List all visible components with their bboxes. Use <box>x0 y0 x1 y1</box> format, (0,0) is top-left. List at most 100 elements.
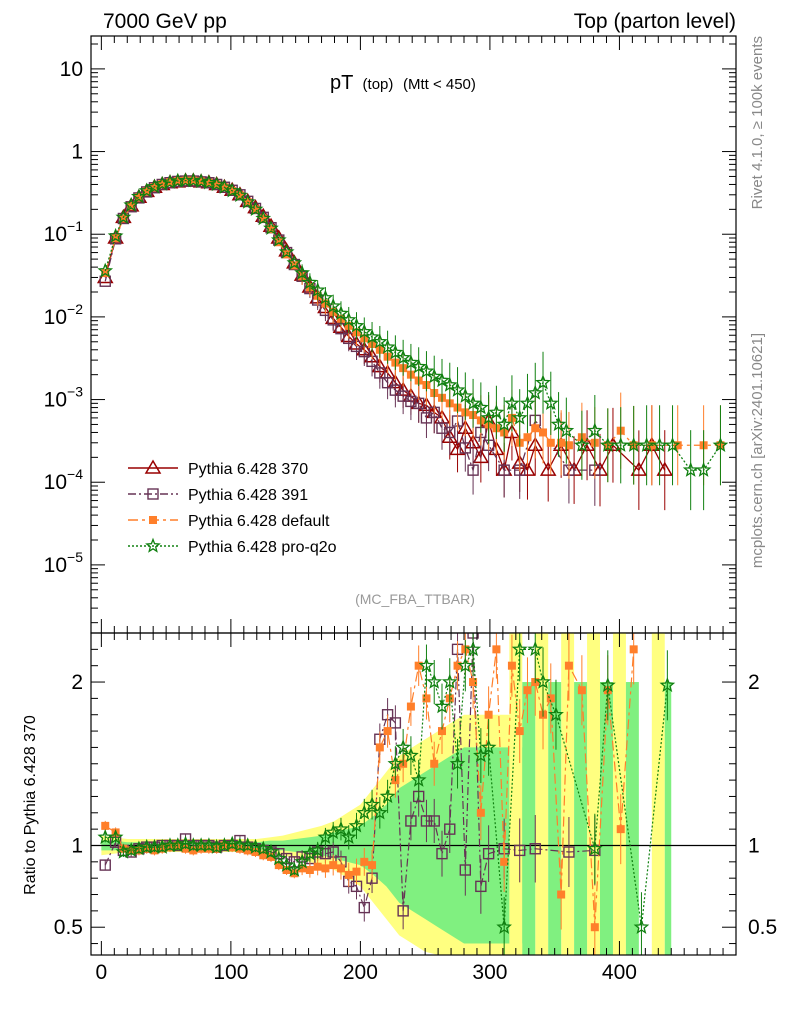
marker-proq2o <box>325 297 342 313</box>
ratio-marker-proq2o <box>659 677 676 693</box>
marker-proq2o <box>255 210 272 226</box>
marker-default <box>119 214 128 223</box>
y-tick-label-base: 10 <box>44 471 67 494</box>
band-spike-yellow <box>612 633 626 955</box>
marker-default <box>546 438 555 447</box>
ratio-marker-s391 <box>514 844 526 857</box>
legend-label-proq2o: Pythia 6.428 pro-q2o <box>188 539 337 556</box>
marker-s370 <box>449 440 466 456</box>
ratio-marker-proq2o <box>441 673 458 689</box>
y-tick-label: 10−3 <box>44 384 84 412</box>
ratio-marker-proq2o <box>309 842 326 858</box>
legend-label-default: Pythia 6.428 default <box>188 513 330 530</box>
ratio-marker-default <box>616 825 625 834</box>
ratio-marker-s391 <box>529 843 541 855</box>
marker-s370 <box>519 461 536 476</box>
ratio-marker-proq2o <box>496 918 512 934</box>
ratio-marker-proq2o <box>286 861 303 877</box>
marker-proq2o <box>695 461 712 477</box>
rivet-label: Rivet 4.1.0, ≥ 100k events <box>749 36 766 209</box>
ratio-marker-default <box>305 866 314 875</box>
ratio-marker-default <box>259 851 268 860</box>
marker-s391 <box>288 258 301 271</box>
marker-proq2o <box>586 422 603 438</box>
marker-s391 <box>109 233 122 245</box>
ratio-marker-s391 <box>389 717 402 729</box>
ratio-marker-default <box>469 678 478 687</box>
x-tick-label: 200 <box>343 961 378 984</box>
ratio-marker-s391 <box>397 905 409 917</box>
marker-proq2o <box>712 437 729 452</box>
ratio-marker-s391 <box>444 823 456 835</box>
y-tick-label-base: 10 <box>44 389 67 412</box>
y-tick-label: 10−4 <box>44 466 84 494</box>
legend: Pythia 6.428 370 Pythia 6.428 391 Pythia 6… <box>128 459 337 556</box>
ratio-marker-proq2o <box>278 856 295 872</box>
marker-proq2o <box>457 387 474 403</box>
marker-proq2o <box>638 437 655 452</box>
marker-proq2o <box>302 274 318 290</box>
ratio-marker-default <box>507 661 516 670</box>
series-default <box>101 176 725 486</box>
ratio-marker-proq2o <box>224 835 241 851</box>
ratio-marker-default <box>422 694 431 703</box>
ratio-marker-default <box>383 727 392 736</box>
ratio-y-axis-label: Ratio to Pythia 6.428 370 <box>22 715 39 895</box>
legend-label-s370: Pythia 6.428 370 <box>188 461 308 478</box>
ratio-marker-proq2o <box>473 747 489 763</box>
ratio-marker-s391 <box>358 901 370 914</box>
marker-proq2o <box>612 437 629 452</box>
marker-proq2o <box>185 172 202 188</box>
ratio-marker-proq2o <box>548 706 564 722</box>
ratio-marker-proq2o <box>480 739 497 755</box>
legend-marker-default <box>149 516 157 524</box>
marker-default <box>259 214 268 223</box>
ratio-marker-proq2o <box>379 788 396 804</box>
marker-proq2o <box>371 333 388 349</box>
marker-proq2o <box>154 175 171 191</box>
marker-default <box>557 438 566 447</box>
marker-proq2o <box>123 196 139 212</box>
ratio-marker-s391 <box>563 846 575 858</box>
ratio-marker-s391 <box>475 880 487 893</box>
marker-proq2o <box>97 262 114 278</box>
band-spike-green <box>522 682 536 955</box>
marker-s391 <box>444 426 456 439</box>
ratio-marker-default <box>629 645 638 654</box>
band-spike-yellow <box>587 633 601 955</box>
marker-default <box>235 191 244 200</box>
header-right-title: Top (parton level) <box>574 10 736 33</box>
ratio-marker-default <box>406 702 415 711</box>
ratio-marker-s391 <box>482 847 495 860</box>
ratio-marker-default <box>484 710 493 719</box>
y-tick-label-exp: −2 <box>67 301 83 317</box>
marker-proq2o <box>232 187 248 203</box>
ratio-marker-default <box>101 821 110 830</box>
header-left-title: 7000 GeV pp <box>103 10 227 33</box>
marker-s391 <box>133 192 145 204</box>
series-proq2o <box>97 172 729 511</box>
ratio-marker-proq2o <box>208 838 225 854</box>
ratio-marker-proq2o <box>410 771 427 787</box>
x-tick-label: 300 <box>472 961 507 984</box>
marker-proq2o <box>519 394 536 411</box>
marker-proq2o <box>625 437 642 452</box>
y-tick-label-base: 10 <box>60 58 83 81</box>
marker-proq2o <box>208 176 225 192</box>
legend-marker-s391 <box>147 488 159 500</box>
ratio-marker-proq2o <box>201 837 217 853</box>
ratio-marker-proq2o <box>130 840 147 856</box>
marker-proq2o <box>162 174 178 189</box>
legend-marker-proq2o <box>145 537 161 553</box>
marker-proq2o <box>379 338 396 354</box>
marker-proq2o <box>224 182 241 198</box>
ratio-marker-proq2o <box>247 838 264 854</box>
ratio-marker-proq2o <box>333 820 349 836</box>
ratio-marker-proq2o <box>434 698 450 714</box>
y-tick-label-base: 10 <box>44 306 67 329</box>
ratio-marker-default <box>453 661 462 670</box>
y-tick-label-base: 1 <box>71 141 83 164</box>
ratio-marker-default <box>321 864 330 873</box>
